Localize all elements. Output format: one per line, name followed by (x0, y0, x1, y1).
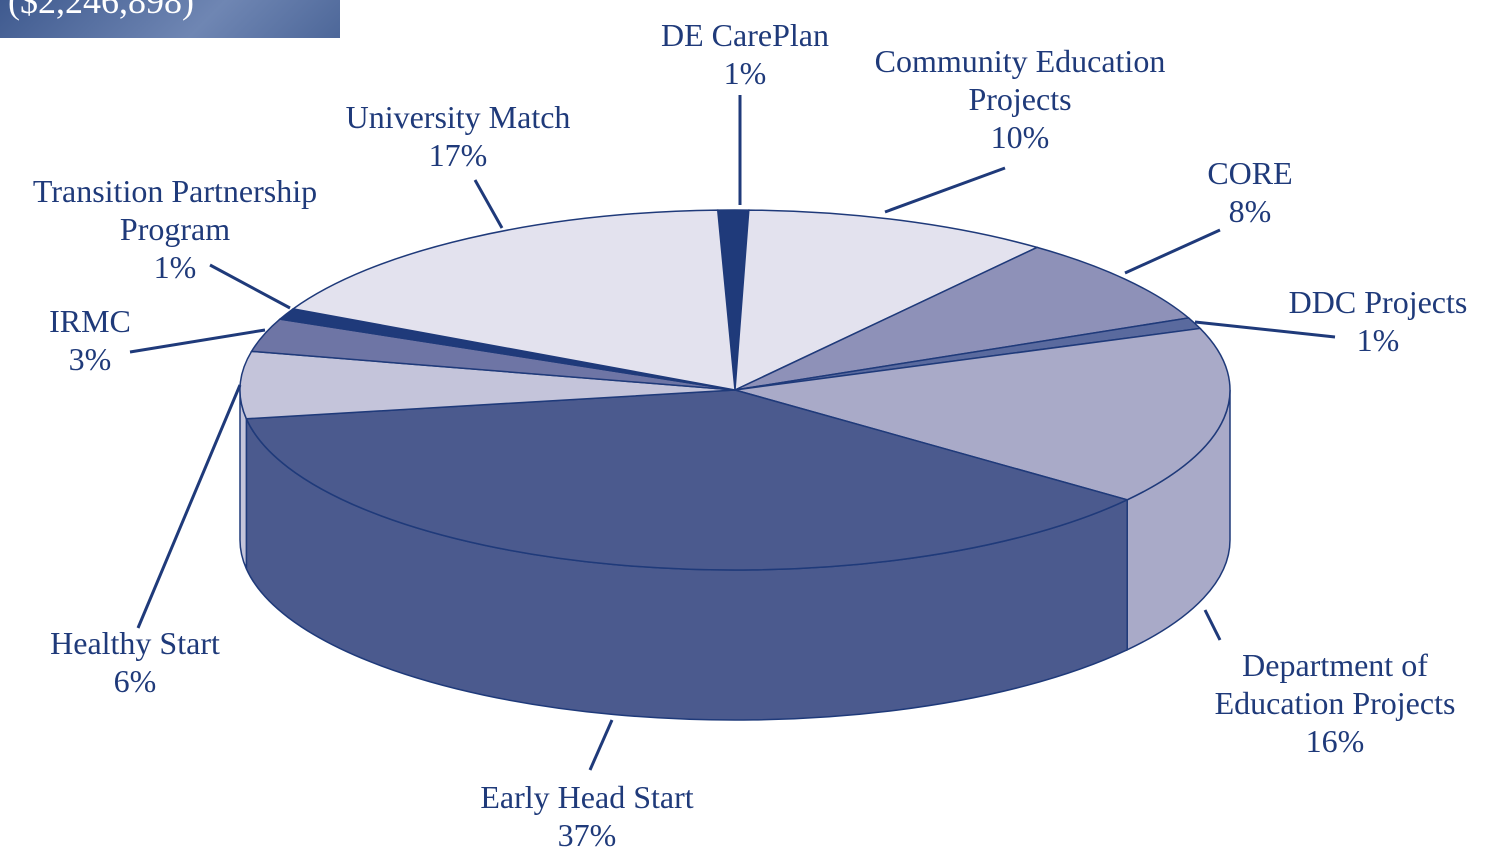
slice-name: Transition Partnership Program (0, 172, 360, 248)
slice-value: 16% (1185, 722, 1485, 760)
slice-name: DDC Projects (1258, 283, 1487, 321)
slice-name: University Match (298, 98, 618, 136)
slice-value: 8% (1150, 192, 1350, 230)
slice-value: 1% (0, 248, 360, 286)
slice-name: Early Head Start (427, 778, 747, 816)
slice-value: 37% (427, 816, 747, 850)
slice-value: 1% (1258, 321, 1487, 359)
leader-line (1125, 230, 1220, 273)
leader-line (885, 168, 1005, 212)
slice-name: Community Education Projects (860, 42, 1180, 118)
slice-name: DE CarePlan (615, 16, 875, 54)
slice-value: 17% (298, 136, 618, 174)
slice-name: Healthy Start (5, 624, 265, 662)
slice-value: 3% (10, 340, 170, 378)
slice-name: CORE (1150, 154, 1350, 192)
leader-line (138, 385, 240, 628)
leader-line (475, 180, 502, 228)
leader-line (1205, 610, 1220, 640)
page: ($2,246,898) DE CarePlan1%Community Educ… (0, 0, 1487, 850)
slice-name: IRMC (10, 302, 170, 340)
slice-value: 10% (860, 118, 1180, 156)
slice-name: Department of Education Projects (1185, 646, 1485, 722)
slice-value: 6% (5, 662, 265, 700)
leader-line (590, 720, 612, 770)
slice-value: 1% (615, 54, 875, 92)
